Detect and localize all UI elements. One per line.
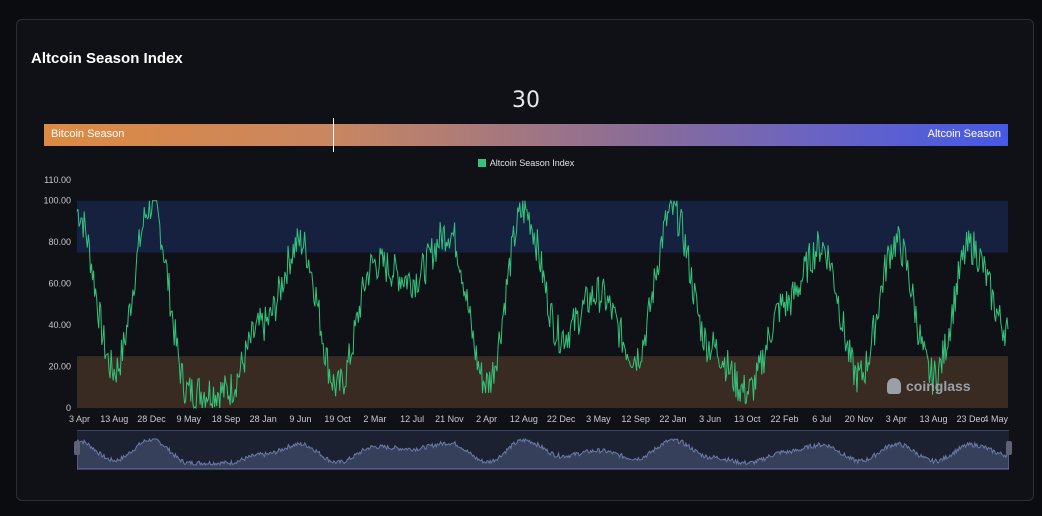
legend-swatch xyxy=(477,159,486,167)
watermark: coinglass xyxy=(887,378,971,394)
x-tick-label: 28 Dec xyxy=(137,414,166,424)
x-tick-label: 3 Apr xyxy=(886,414,907,424)
x-tick-label: 22 Dec xyxy=(547,414,576,424)
x-tick-label: 12 Jul xyxy=(400,414,424,424)
x-tick-label: 3 May xyxy=(586,414,611,424)
x-tick-label: 18 Sep xyxy=(212,414,241,424)
altcoin-season-label: Altcoin Season xyxy=(927,128,1001,140)
x-tick-label: 4 May xyxy=(983,414,1008,424)
x-tick-label: 19 Oct xyxy=(324,414,351,424)
x-tick-label: 22 Feb xyxy=(771,414,799,424)
x-tick-label: 20 Nov xyxy=(845,414,874,424)
navigator-handle-left[interactable] xyxy=(74,441,80,455)
navigator-window[interactable] xyxy=(76,430,1010,470)
x-tick-label: 23 Dec xyxy=(956,414,985,424)
x-tick-label: 21 Nov xyxy=(435,414,464,424)
chart-title: Altcoin Season Index xyxy=(31,50,183,67)
y-tick-label: 100.00 xyxy=(43,196,71,206)
line-chart: 0 20.00 40.00 60.00 80.00 100.00 110.00 3 Apr 13… xyxy=(43,175,1009,424)
legend-label[interactable]: Altcoin Season Index xyxy=(489,158,575,168)
navigator-series-area xyxy=(76,437,1010,470)
coinglass-logo-icon xyxy=(887,378,901,394)
season-gauge: Bitcoin Season Altcoin Season xyxy=(44,118,1008,152)
bitcoin-season-label: Bitcoin Season xyxy=(51,128,125,140)
navigator-handle-right[interactable] xyxy=(1006,441,1012,455)
x-tick-label: 13 Aug xyxy=(920,414,948,424)
altcoin-season-index-series-line xyxy=(76,199,1009,410)
legend[interactable]: Altcoin Season Index xyxy=(17,158,1035,168)
y-tick-label: 0 xyxy=(66,403,71,413)
navigator-series xyxy=(76,437,1010,470)
altcoin-season-band xyxy=(77,200,1008,253)
y-tick-label: 80.00 xyxy=(48,237,71,247)
x-tick-label: 22 Jan xyxy=(659,414,686,424)
x-tick-label: 6 Jul xyxy=(812,414,831,424)
y-tick-label: 40.00 xyxy=(48,320,71,330)
x-tick-label: 12 Aug xyxy=(510,414,538,424)
x-tick-label: 12 Sep xyxy=(621,414,650,424)
current-index-value: 30 xyxy=(512,88,540,113)
x-tick-label: 13 Oct xyxy=(734,414,761,424)
gauge-marker xyxy=(333,118,335,152)
range-navigator[interactable] xyxy=(74,430,1012,470)
x-tick-label: 28 Jan xyxy=(250,414,277,424)
x-tick-label: 9 May xyxy=(176,414,201,424)
y-tick-label: 110.00 xyxy=(44,175,71,185)
x-tick-label: 2 Apr xyxy=(476,414,497,424)
watermark-text: coinglass xyxy=(906,378,971,394)
x-tick-label: 3 Jun xyxy=(699,414,721,424)
x-tick-label: 13 Aug xyxy=(100,414,128,424)
x-tick-label: 9 Jun xyxy=(289,414,311,424)
y-tick-label: 20.00 xyxy=(48,362,71,372)
y-tick-label: 60.00 xyxy=(48,279,71,289)
x-tick-label: 2 Mar xyxy=(363,414,386,424)
x-tick-label: 3 Apr xyxy=(69,414,90,424)
chart-card: Altcoin Season Index 30 Bitcoin Season A… xyxy=(16,19,1034,501)
